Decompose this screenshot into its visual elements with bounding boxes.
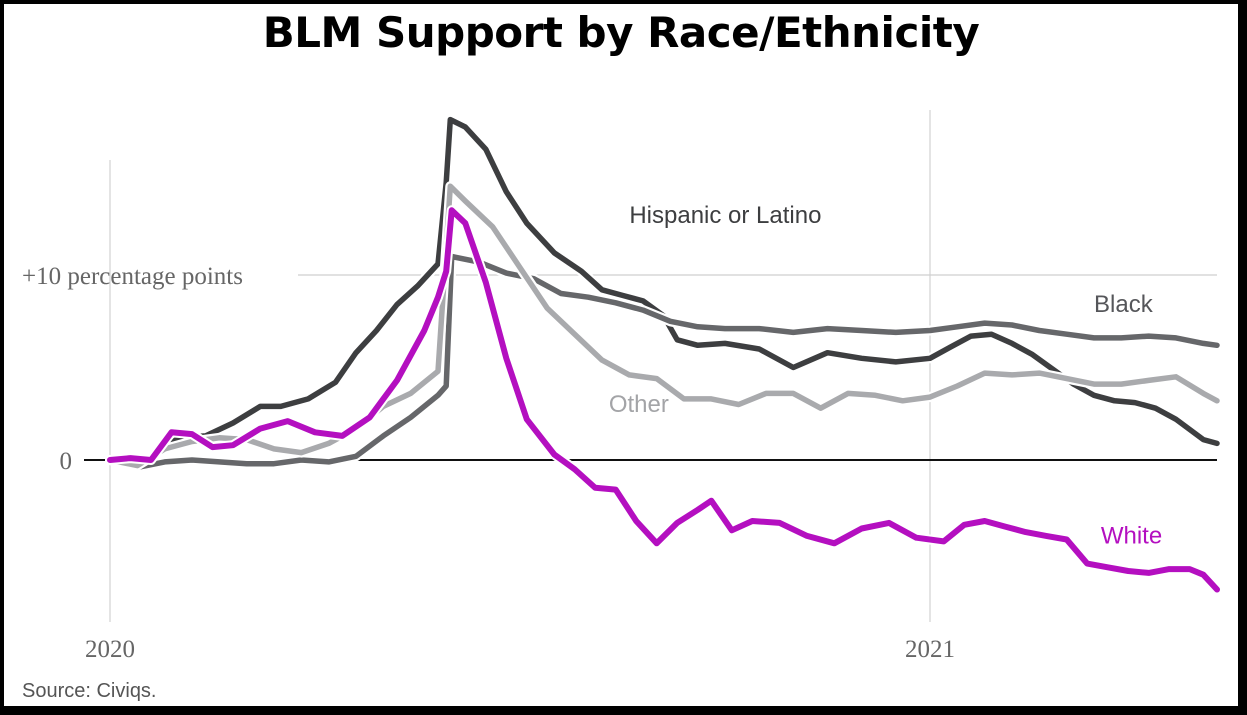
line-chart: 2020 2021 0 +10 percentage points Hispanic … [22, 110, 1222, 663]
x-tick-label: 2020 [85, 636, 135, 663]
chart-title: BLM Support by Race/Ethnicity [262, 8, 980, 57]
series-label-black: Black [1094, 291, 1154, 318]
series-line-other [107, 183, 1220, 469]
series-line-black [107, 253, 1220, 471]
source-note: Source: Civiqs. [22, 680, 157, 702]
series-line-hispanic-or-latino [107, 116, 1220, 469]
series-label-hispanic-or-latino: Hispanic or Latino [629, 202, 821, 229]
series-label-other: Other [609, 391, 669, 418]
x-tick-label: 2021 [905, 636, 955, 663]
series-line-white [107, 207, 1220, 593]
chart-canvas: BLM Support by Race/Ethnicity 2020 2021 0 +… [4, 4, 1238, 706]
axes: 2020 2021 0 +10 percentage points [22, 263, 955, 663]
y-tick-label: 0 [60, 448, 73, 475]
series-lines [105, 114, 1222, 595]
y-tick-label: +10 percentage points [22, 263, 243, 290]
series-labels: Hispanic or Latino Black Other White [609, 202, 1162, 549]
series-label-white: White [1101, 522, 1162, 549]
